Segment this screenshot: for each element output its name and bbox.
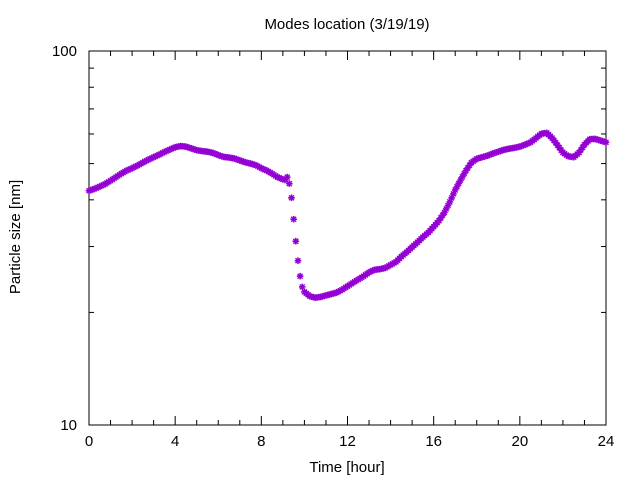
x-tick-label: 8 [257,433,265,450]
data-point [450,190,457,198]
x-tick-label: 16 [425,433,442,450]
axis-ticks: 0 4 8 12 16 20 24 10 100 [52,43,614,450]
data-point [286,180,293,187]
x-tick-label: 24 [598,433,615,450]
y-tick-label: 10 [60,417,77,434]
plot-frame [88,50,607,426]
data-point [288,194,295,202]
data-point [290,215,297,223]
y-axis-label: Particle size [nm] [7,180,24,294]
x-tick-label: 12 [339,433,356,450]
data-point [294,257,302,264]
data-points [85,129,610,301]
data-point [292,237,300,245]
x-tick-label: 20 [511,433,528,450]
chart-title: Modes location (3/19/19) [264,16,429,33]
data-point [602,139,610,146]
x-tick-label: 0 [85,433,93,450]
x-axis-label: Time [hour] [309,459,384,476]
y-tick-label: 100 [52,43,77,60]
data-point [283,173,291,181]
data-point [296,272,304,280]
x-tick-label: 4 [171,433,179,450]
